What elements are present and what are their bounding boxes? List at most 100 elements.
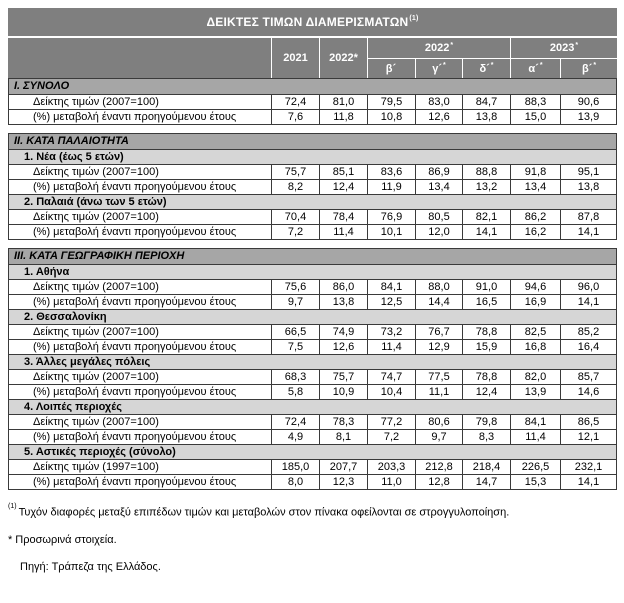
value-cell: 96,0: [560, 280, 616, 295]
column-header-quarter-d22: δ´ *: [462, 58, 510, 78]
footnote-rounding: (1)Τυχόν διαφορές μεταξύ επιπέδων τιμών …: [8, 503, 617, 520]
row-label: (%) μεταβολή έναντι προηγούμενου έτους: [33, 181, 237, 193]
value-cell: 5,8: [271, 385, 319, 400]
value-cell: 11,0: [367, 475, 415, 490]
value-cell: 7,2: [367, 430, 415, 445]
table-row: (%) μεταβολή έναντι προηγούμενου έτους 7,…: [9, 339, 616, 355]
value-cell: 74,9: [319, 325, 367, 340]
value-cell: 13,9: [510, 385, 560, 400]
column-header-2021: 2021: [271, 38, 319, 78]
value-cell: 82,0: [510, 370, 560, 385]
value-cell: 82,1: [462, 210, 510, 225]
value-cell: 95,1: [560, 165, 616, 180]
value-cell: 12,9: [415, 340, 462, 355]
value-cell: 84,1: [367, 280, 415, 295]
row-label-column-header: [8, 38, 271, 78]
value-cell: 207,7: [319, 460, 367, 475]
column-header-quarter-c22: γ´ *: [415, 58, 462, 78]
value-cell: 7,5: [271, 340, 319, 355]
row-label: (%) μεταβολή έναντι προηγούμενου έτους: [33, 296, 237, 308]
value-cell: 232,1: [560, 460, 616, 475]
row-label: Δείκτης τιμών (1997=100): [33, 461, 159, 473]
value-cell: 10,4: [367, 385, 415, 400]
value-cell: 80,5: [415, 210, 462, 225]
value-cell: 8,1: [319, 430, 367, 445]
quarter-label: γ´: [432, 62, 443, 75]
value-cell: 77,2: [367, 415, 415, 430]
row-label: (%) μεταβολή έναντι προηγούμενου έτους: [33, 386, 237, 398]
value-cell: 87,8: [560, 210, 616, 225]
value-cell: 16,5: [462, 295, 510, 310]
value-cell: 90,6: [560, 95, 616, 110]
value-cell: 11,8: [319, 110, 367, 125]
value-cell: 79,5: [367, 95, 415, 110]
value-cell: 86,9: [415, 165, 462, 180]
section-block: III. ΚΑΤΑ ΓΕΩΓΡΑΦΙΚΗ ΠΕΡΙΟΧΗ 1. Αθήνα Δείκ…: [8, 248, 617, 490]
value-cell: 7,2: [271, 225, 319, 240]
row-label: (%) μεταβολή έναντι προηγούμενου έτους: [33, 111, 237, 123]
column-group-2023: 2023 *: [510, 38, 617, 58]
value-cell: 79,8: [462, 415, 510, 430]
table-row: Δείκτης τιμών (1997=100) 185,0 207,7 203,3 2…: [9, 459, 616, 475]
section-header-row: II. ΚΑΤΑ ΠΑΛΑΙΟΤΗΤΑ: [9, 134, 616, 149]
table-row: Δείκτης τιμών (2007=100) 66,5 74,9 73,2 76,7…: [9, 324, 616, 340]
source-note-text: Πηγή: Τράπεζα της Ελλάδος.: [20, 560, 161, 573]
value-cell: 13,4: [415, 180, 462, 195]
value-cell: 8,3: [462, 430, 510, 445]
value-cell: 78,8: [462, 370, 510, 385]
value-cell: 85,7: [560, 370, 616, 385]
value-cell: 84,7: [462, 95, 510, 110]
section-header-row: I. ΣΥΝΟΛΟ: [9, 79, 616, 94]
value-cell: 68,3: [271, 370, 319, 385]
value-cell: 78,3: [319, 415, 367, 430]
column-header-quarter-a23: α´ *: [510, 58, 560, 78]
table-body: I. ΣΥΝΟΛΟ Δείκτης τιμών (2007=100) 72,4 81,…: [8, 78, 617, 490]
footnote-rounding-marker: (1): [8, 503, 17, 510]
value-cell: 11,4: [319, 225, 367, 240]
value-cell: 82,5: [510, 325, 560, 340]
table-row: (%) μεταβολή έναντι προηγούμενου έτους 7,…: [9, 224, 616, 240]
table-row: (%) μεταβολή έναντι προηγούμενου έτους 9,…: [9, 294, 616, 310]
value-cell: 13,8: [462, 110, 510, 125]
row-label: (%) μεταβολή έναντι προηγούμενου έτους: [33, 476, 237, 488]
quarter-marker: *: [593, 62, 597, 69]
value-cell: 212,8: [415, 460, 462, 475]
value-cell: 76,9: [367, 210, 415, 225]
value-cell: 86,0: [319, 280, 367, 295]
table-row: (%) μεταβολή έναντι προηγούμενου έτους 4,…: [9, 429, 616, 445]
value-cell: 14,6: [560, 385, 616, 400]
value-cell: 7,6: [271, 110, 319, 125]
value-cell: 12,8: [415, 475, 462, 490]
table-row: Δείκτης τιμών (2007=100) 75,7 85,1 83,6 86,9…: [9, 164, 616, 180]
value-cell: 15,3: [510, 475, 560, 490]
subsection-header-row: 4. Λοιπές περιοχές: [9, 399, 616, 414]
section-header-row: III. ΚΑΤΑ ΓΕΩΓΡΑΦΙΚΗ ΠΕΡΙΟΧΗ: [9, 249, 616, 264]
row-label: (%) μεταβολή έναντι προηγούμενου έτους: [33, 341, 237, 353]
subsection-header-row: 1. Νέα (έως 5 ετών): [9, 149, 616, 164]
value-cell: 12,4: [319, 180, 367, 195]
value-cell: 13,8: [319, 295, 367, 310]
row-label: (%) μεταβολή έναντι προηγούμενου έτους: [33, 431, 237, 443]
value-cell: 14,1: [462, 225, 510, 240]
value-cell: 14,4: [415, 295, 462, 310]
table-row: (%) μεταβολή έναντι προηγούμενου έτους 7,…: [9, 109, 616, 125]
subsection-header-row: 3. Άλλες μεγάλες πόλεις: [9, 354, 616, 369]
source-note: Πηγή: Τράπεζα της Ελλάδος.: [8, 560, 617, 574]
table-row: Δείκτης τιμών (2007=100) 75,6 86,0 84,1 88,0…: [9, 279, 616, 295]
value-cell: 81,0: [319, 95, 367, 110]
value-cell: 16,4: [560, 340, 616, 355]
column-group-2022: 2022 *: [367, 38, 510, 58]
quarter-label: β´: [385, 62, 397, 75]
table-row: Δείκτης τιμών (2007=100) 70,4 78,4 76,9 80,5…: [9, 209, 616, 225]
value-cell: 16,2: [510, 225, 560, 240]
value-cell: 9,7: [271, 295, 319, 310]
row-label: Δείκτης τιμών (2007=100): [33, 371, 159, 383]
value-cell: 11,4: [367, 340, 415, 355]
table-row: Δείκτης τιμών (2007=100) 72,4 81,0 79,5 83,0…: [9, 94, 616, 110]
value-cell: 218,4: [462, 460, 510, 475]
footnote-provisional-text: Προσωρινά στοιχεία.: [15, 533, 117, 546]
value-cell: 14,7: [462, 475, 510, 490]
value-cell: 88,0: [415, 280, 462, 295]
footnote-rounding-text: Τυχόν διαφορές μεταξύ επιπέδων τιμών και…: [18, 506, 510, 519]
value-cell: 226,5: [510, 460, 560, 475]
